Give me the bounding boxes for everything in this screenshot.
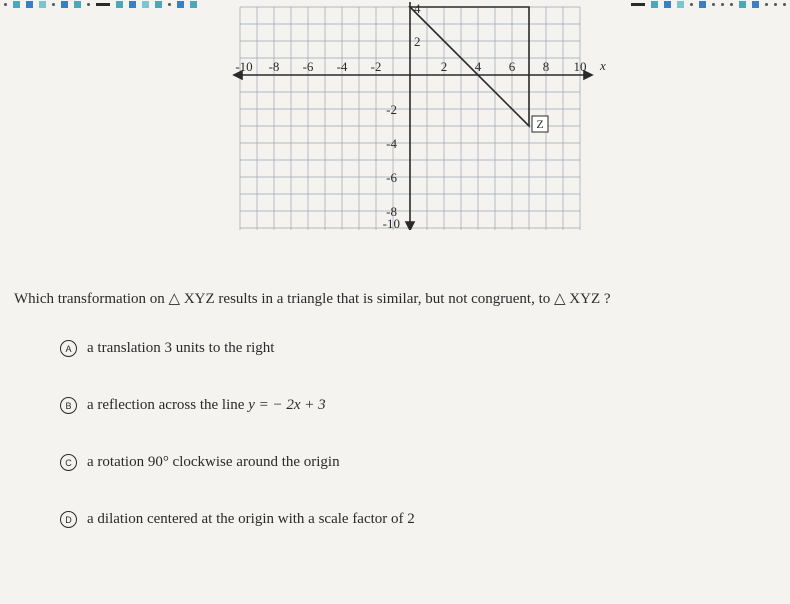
svg-text:2: 2 (441, 59, 448, 74)
option-marker-c: C (60, 454, 77, 471)
svg-text:-4: -4 (386, 136, 397, 151)
answer-options: A a translation 3 units to the right B a… (60, 340, 415, 528)
svg-text:-6: -6 (303, 59, 314, 74)
svg-text:-10: -10 (235, 59, 252, 74)
option-b[interactable]: B a reflection across the line y = − 2x … (60, 397, 415, 414)
svg-text:-6: -6 (386, 170, 397, 185)
svg-text:-4: -4 (337, 59, 348, 74)
svg-text:8: 8 (543, 59, 550, 74)
option-c[interactable]: C a rotation 90° clockwise around the or… (60, 454, 415, 471)
option-marker-d: D (60, 511, 77, 528)
option-a[interactable]: A a translation 3 units to the right (60, 340, 415, 357)
option-marker-b: B (60, 397, 77, 414)
option-text-d: a dilation centered at the origin with a… (87, 511, 415, 528)
option-text-b: a reflection across the line y = − 2x + … (87, 397, 326, 414)
coordinate-grid-chart: Z -10 -8 -6 -4 -2 2 4 6 8 10 4 2 -2 -4 -… (230, 0, 630, 230)
option-d[interactable]: D a dilation centered at the origin with… (60, 511, 415, 528)
option-text-c: a rotation 90° clockwise around the orig… (87, 454, 340, 471)
svg-text:2: 2 (414, 34, 421, 49)
svg-text:10: 10 (574, 59, 587, 74)
question-text: Which transformation on △ XYZ results in… (14, 288, 780, 311)
svg-text:4: 4 (475, 59, 482, 74)
option-text-a: a translation 3 units to the right (87, 340, 274, 357)
svg-text:-2: -2 (386, 102, 397, 117)
svg-text:4: 4 (414, 1, 421, 16)
svg-text:6: 6 (509, 59, 516, 74)
x-axis-label: x (599, 58, 606, 73)
svg-text:-2: -2 (371, 59, 382, 74)
svg-text:-10: -10 (383, 216, 400, 230)
grid-svg: Z -10 -8 -6 -4 -2 2 4 6 8 10 4 2 -2 -4 -… (230, 0, 630, 230)
option-marker-a: A (60, 340, 77, 357)
svg-text:-8: -8 (269, 59, 280, 74)
vertex-label-z: Z (536, 117, 543, 131)
